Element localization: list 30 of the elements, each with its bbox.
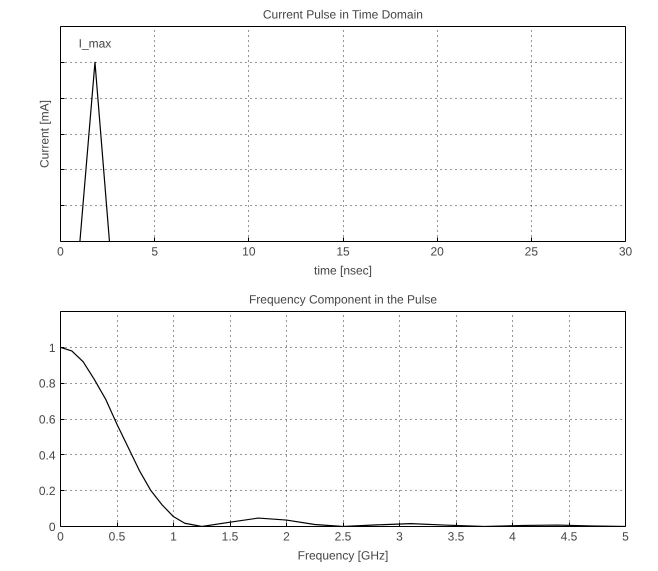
y-tick-label: 0.6 xyxy=(38,412,56,426)
x-tick-label: 25 xyxy=(524,244,538,258)
x-axis-title: Frequency [GHz] xyxy=(298,548,388,562)
y-tick-label: 0.4 xyxy=(38,448,56,462)
y-tick-label: 1 xyxy=(48,340,56,355)
x-tick-label: 5 xyxy=(151,244,158,258)
x-tick-label: 3 xyxy=(396,530,404,544)
x-axis-title: time [nsec] xyxy=(314,264,372,278)
x-tick-label: 1.5 xyxy=(222,530,239,544)
x-tick-label: 0 xyxy=(57,530,64,544)
y-tick-label: 0.8 xyxy=(38,376,56,391)
x-tick-label: 3.5 xyxy=(448,530,465,544)
x-tick-label: 4 xyxy=(509,530,516,544)
x-tick-label: 0 xyxy=(57,244,64,258)
y-axis-title: Current [mA] xyxy=(38,100,52,168)
x-tick-label: 10 xyxy=(242,244,256,258)
x-tick-label: 2.5 xyxy=(334,530,352,544)
y-tick-label: 0 xyxy=(48,520,56,534)
x-tick-label: 0.5 xyxy=(108,530,126,544)
x-tick-label: 20 xyxy=(430,244,444,258)
x-tick-label: 5 xyxy=(622,530,630,544)
chart-title: Current Pulse in Time Domain xyxy=(262,8,423,22)
y-tick-label: 0.2 xyxy=(38,484,56,498)
chart-title: Frequency Component in the Pulse xyxy=(248,292,438,306)
x-tick-label: 4.5 xyxy=(560,530,578,544)
x-tick-label: 2 xyxy=(283,530,290,544)
x-tick-label: 15 xyxy=(336,244,350,258)
x-tick-label: 1 xyxy=(170,530,178,544)
annotation: I_max xyxy=(78,36,112,50)
x-tick-label: 30 xyxy=(618,244,632,258)
